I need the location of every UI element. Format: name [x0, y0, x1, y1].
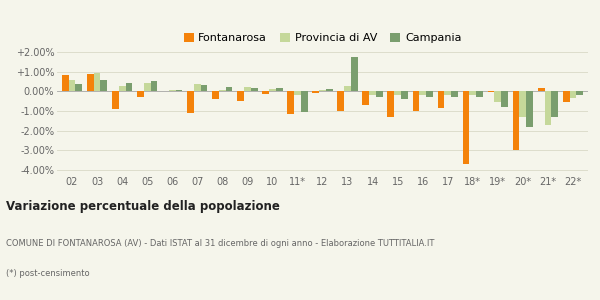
Bar — [169, 90, 176, 91]
Bar — [194, 84, 200, 91]
Bar — [219, 90, 226, 91]
Bar — [226, 87, 232, 91]
Bar — [68, 80, 76, 91]
Bar — [526, 91, 533, 127]
Bar — [494, 91, 501, 102]
Bar — [94, 73, 100, 91]
Bar — [376, 91, 383, 97]
Bar — [419, 91, 426, 95]
Bar — [251, 88, 257, 91]
Bar — [313, 91, 319, 93]
Bar — [401, 91, 408, 99]
Bar — [538, 88, 545, 91]
Bar — [294, 91, 301, 95]
Bar — [569, 91, 577, 98]
Bar — [469, 91, 476, 95]
Bar — [488, 91, 494, 92]
Text: (*) post-censimento: (*) post-censimento — [6, 269, 89, 278]
Bar — [326, 89, 332, 91]
Bar — [262, 91, 269, 94]
Bar — [463, 91, 469, 164]
Bar — [301, 91, 308, 112]
Legend: Fontanarosa, Provincia di AV, Campania: Fontanarosa, Provincia di AV, Campania — [179, 28, 466, 48]
Bar — [445, 91, 451, 95]
Bar — [545, 91, 551, 125]
Bar — [187, 91, 194, 113]
Bar — [388, 91, 394, 117]
Text: COMUNE DI FONTANAROSA (AV) - Dati ISTAT al 31 dicembre di ogni anno - Elaborazio: COMUNE DI FONTANAROSA (AV) - Dati ISTAT … — [6, 239, 434, 248]
Bar — [437, 91, 445, 108]
Bar — [501, 91, 508, 107]
Bar — [269, 89, 276, 91]
Bar — [137, 91, 144, 97]
Bar — [513, 91, 520, 150]
Bar — [451, 91, 458, 97]
Bar — [100, 80, 107, 91]
Bar — [62, 75, 68, 91]
Bar — [563, 91, 569, 102]
Bar — [426, 91, 433, 97]
Bar — [151, 82, 157, 91]
Bar — [287, 91, 294, 114]
Bar — [577, 91, 583, 95]
Bar — [200, 85, 208, 91]
Bar — [237, 91, 244, 101]
Bar — [520, 91, 526, 117]
Bar — [344, 86, 351, 91]
Bar — [394, 91, 401, 95]
Bar — [413, 91, 419, 111]
Bar — [87, 74, 94, 91]
Bar — [76, 84, 82, 91]
Bar — [244, 87, 251, 91]
Bar — [119, 86, 125, 91]
Bar — [319, 90, 326, 91]
Bar — [112, 91, 119, 110]
Text: Variazione percentuale della popolazione: Variazione percentuale della popolazione — [6, 200, 280, 213]
Bar — [551, 91, 558, 117]
Bar — [276, 88, 283, 91]
Bar — [176, 90, 182, 91]
Bar — [125, 83, 132, 91]
Bar — [369, 91, 376, 95]
Bar — [212, 91, 219, 99]
Bar — [362, 91, 369, 105]
Bar — [351, 57, 358, 91]
Bar — [337, 91, 344, 111]
Bar — [144, 83, 151, 91]
Bar — [476, 91, 483, 97]
